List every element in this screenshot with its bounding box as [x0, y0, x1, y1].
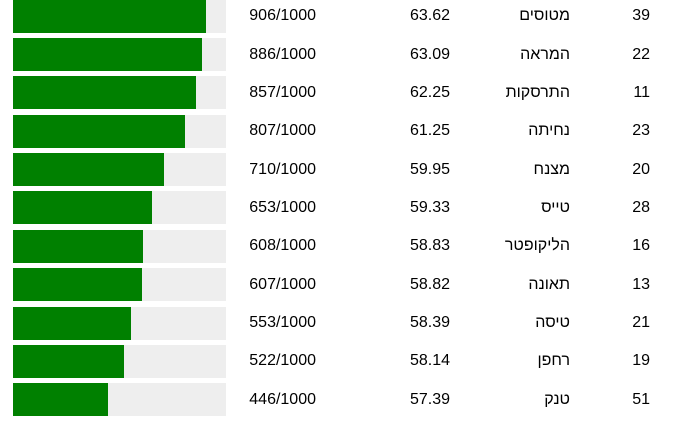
rank-fraction: 886/1000	[249, 45, 316, 63]
rank-fraction: 857/1000	[249, 83, 316, 101]
rank-bar-fill	[13, 383, 108, 417]
similarity-score: 58.14	[409, 352, 450, 370]
guess-number: 21	[632, 314, 650, 332]
rank-bar-track	[13, 229, 226, 263]
guess-row: 607/1000 58.82 תאונה 13	[0, 266, 674, 304]
similarity-score: 62.25	[409, 83, 450, 101]
rank-fraction: 522/1000	[249, 352, 316, 370]
guess-number: 13	[632, 275, 650, 293]
rank-bar-fill	[13, 114, 185, 148]
rank-bar-fill	[13, 38, 202, 72]
rank-fraction: 607/1000	[249, 275, 316, 293]
similarity-score: 61.25	[409, 122, 450, 140]
guess-word: הליקופטר	[504, 237, 570, 255]
guess-word: טנק	[544, 390, 570, 408]
guess-word: טייס	[541, 198, 570, 216]
rank-bar-track	[13, 38, 226, 72]
rank-bar-cell	[0, 114, 226, 148]
guess-word: טיסה	[535, 314, 570, 332]
rank-bar-cell	[0, 383, 226, 417]
rank-bar-fill	[13, 76, 196, 110]
similarity-score: 63.09	[409, 45, 450, 63]
guess-number: 20	[632, 160, 650, 178]
rank-bar-track	[13, 344, 226, 378]
guess-number: 51	[632, 390, 650, 408]
rank-bar-cell	[0, 229, 226, 263]
guess-number: 28	[632, 198, 650, 216]
rank-bar-fill	[13, 153, 165, 187]
rank-bar-cell	[0, 344, 226, 378]
guess-word: המראה	[520, 45, 570, 63]
rank-fraction: 608/1000	[249, 237, 316, 255]
similarity-score: 59.33	[409, 198, 450, 216]
guess-row: 653/1000 59.33 טייס 28	[0, 189, 674, 227]
rank-bar-track	[13, 114, 226, 148]
rank-bar-track	[13, 191, 226, 225]
guess-number: 22	[632, 45, 650, 63]
rank-bar-track	[13, 383, 226, 417]
guess-row: 553/1000 58.39 טיסה 21	[0, 304, 674, 342]
rank-fraction: 446/1000	[249, 390, 316, 408]
rank-fraction: 710/1000	[249, 160, 316, 178]
rank-bar-fill	[13, 191, 153, 225]
guess-word: התרסקות	[505, 83, 570, 101]
rank-fraction: 653/1000	[249, 198, 316, 216]
guess-number: 19	[632, 352, 650, 370]
rank-fraction: 807/1000	[249, 122, 316, 140]
similarity-score: 58.39	[409, 314, 450, 332]
rank-bar-cell	[0, 38, 226, 72]
rank-bar-fill	[13, 306, 131, 340]
rank-bar-fill	[13, 229, 143, 263]
guess-number: 23	[632, 122, 650, 140]
rank-bar-fill	[13, 344, 125, 378]
similarity-score: 59.95	[409, 160, 450, 178]
guess-number: 16	[632, 237, 650, 255]
guess-word: נחיתה	[528, 122, 570, 140]
guess-word: תאונה	[528, 275, 570, 293]
rank-bar-track	[13, 306, 226, 340]
guess-word: מצנח	[533, 160, 570, 178]
rank-bar-track	[13, 268, 226, 302]
rank-bar-cell	[0, 0, 226, 33]
rank-bar-fill	[13, 0, 206, 33]
guess-row: 522/1000 58.14 רחפן 19	[0, 342, 674, 380]
rank-bar-track	[13, 0, 226, 33]
rank-bar-cell	[0, 191, 226, 225]
similarity-score: 58.82	[409, 275, 450, 293]
guess-row: 807/1000 61.25 נחיתה 23	[0, 112, 674, 150]
rank-bar-cell	[0, 76, 226, 110]
rank-bar-cell	[0, 153, 226, 187]
rank-bar-track	[13, 76, 226, 110]
guess-row: 710/1000 59.95 מצנח 20	[0, 150, 674, 188]
similarity-score: 63.62	[409, 7, 450, 25]
guess-row: 446/1000 57.39 טנק 51	[0, 381, 674, 419]
similarity-score: 57.39	[409, 390, 450, 408]
rank-bar-cell	[0, 268, 226, 302]
rank-bar-fill	[13, 268, 143, 302]
guess-number: 39	[632, 7, 650, 25]
guess-row: 608/1000 58.83 הליקופטר 16	[0, 227, 674, 265]
rank-fraction: 553/1000	[249, 314, 316, 332]
rank-bar-cell	[0, 306, 226, 340]
rank-fraction: 906/1000	[249, 7, 316, 25]
guess-word: מטוסים	[519, 7, 570, 25]
guess-row: 857/1000 62.25 התרסקות 11	[0, 74, 674, 112]
guess-number: 11	[633, 83, 650, 101]
rank-bar-track	[13, 153, 226, 187]
guess-word: רחפן	[537, 352, 570, 370]
guess-row: 906/1000 63.62 מטוסים 39	[0, 0, 674, 35]
similarity-score: 58.83	[409, 237, 450, 255]
guess-row: 886/1000 63.09 המראה 22	[0, 35, 674, 73]
